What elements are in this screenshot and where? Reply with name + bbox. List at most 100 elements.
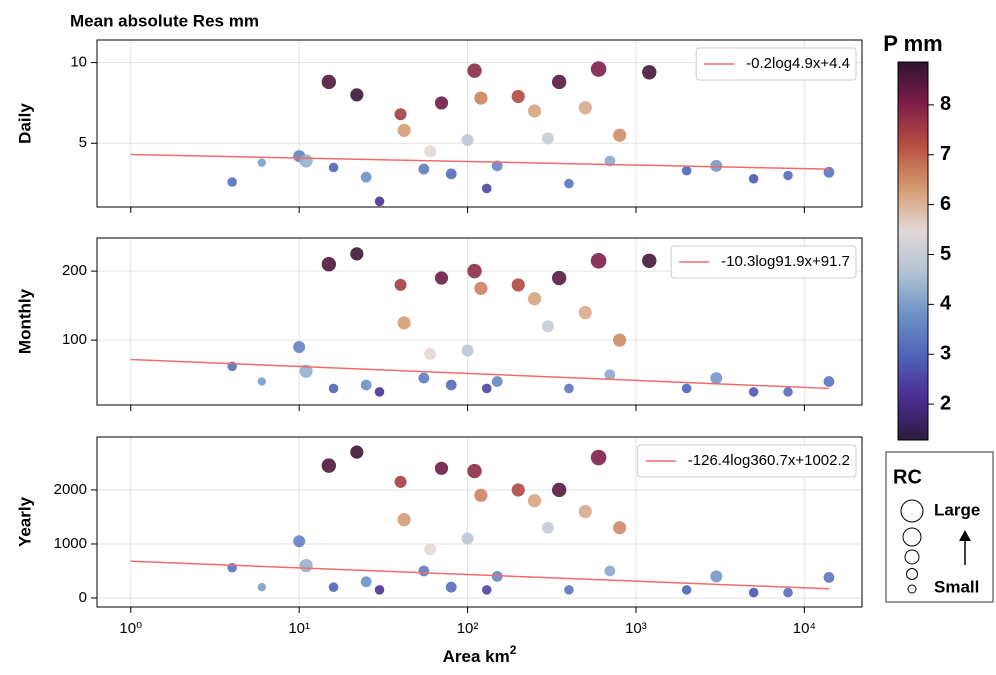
rc-legend-label: Small — [934, 577, 979, 596]
point — [527, 292, 542, 306]
point — [257, 582, 267, 592]
rc-arrow-head — [959, 530, 971, 541]
legend: -126.4log360.7x+1002.2 — [637, 444, 857, 478]
point — [823, 572, 835, 583]
point — [511, 278, 525, 292]
point — [481, 585, 492, 595]
point — [434, 271, 449, 285]
point — [590, 252, 607, 269]
rc-legend-title: RC — [893, 466, 922, 488]
point — [445, 168, 457, 180]
point — [350, 88, 364, 102]
point — [299, 154, 313, 168]
point — [551, 74, 567, 90]
x-tick-label: 10³ — [625, 620, 647, 637]
point — [551, 270, 567, 286]
y-tick-label: 2000 — [54, 481, 87, 498]
point — [642, 65, 657, 80]
point — [394, 278, 407, 291]
x-tick-label: 10¹ — [288, 620, 310, 637]
point — [511, 483, 525, 497]
point — [434, 96, 449, 110]
point — [748, 173, 759, 184]
plot-frame — [96, 237, 863, 406]
point — [424, 145, 437, 158]
point — [227, 177, 237, 187]
colorbar-tick-label: 5 — [940, 243, 951, 265]
point — [681, 165, 692, 176]
point — [511, 89, 525, 104]
point — [461, 344, 474, 357]
colorbar-tick-label: 2 — [940, 392, 951, 414]
point — [257, 377, 267, 386]
point — [418, 565, 430, 577]
rc-legend-label: Large — [934, 500, 980, 519]
point — [374, 387, 385, 397]
point — [578, 305, 592, 320]
point — [418, 372, 430, 384]
point — [474, 488, 488, 502]
point — [748, 587, 759, 598]
point — [321, 257, 337, 272]
x-axis-label: Area km2 — [443, 643, 517, 666]
colorbar-tick-label: 6 — [940, 193, 951, 215]
points — [227, 61, 835, 207]
point — [424, 543, 437, 556]
trend-line — [130, 560, 829, 590]
point — [461, 134, 474, 147]
point — [474, 281, 488, 295]
point — [394, 475, 407, 488]
legend-label: -0.2log4.9x+4.4 — [746, 55, 850, 72]
colorbar-tick-label: 4 — [940, 293, 952, 315]
legend-label: -126.4log360.7x+1002.2 — [688, 452, 850, 469]
point — [613, 333, 627, 347]
y-tick-label: 100 — [62, 331, 87, 348]
chart-title: Mean absolute Res mm — [70, 11, 259, 30]
point — [564, 178, 574, 189]
point — [590, 61, 607, 77]
rc-legend-box — [885, 451, 994, 603]
points — [227, 247, 835, 397]
point — [491, 376, 503, 387]
rc-legend-circle — [904, 549, 920, 565]
point — [394, 108, 407, 121]
trend-line — [130, 358, 829, 390]
point — [257, 158, 267, 167]
point — [604, 369, 616, 381]
x-axis-label-sup: 2 — [510, 643, 517, 657]
y-axis-label: Yearly — [15, 496, 34, 547]
point — [710, 570, 723, 583]
point — [564, 383, 574, 394]
point — [328, 383, 339, 394]
y-tick-label: 0 — [79, 589, 87, 606]
point — [551, 482, 567, 498]
point — [527, 104, 542, 118]
legend-label: -10.3log91.9x+91.7 — [721, 253, 850, 270]
point — [299, 364, 313, 378]
point — [374, 196, 385, 207]
point — [360, 576, 372, 588]
point — [397, 513, 411, 527]
point — [590, 449, 607, 466]
point — [481, 183, 492, 194]
colorbar-tick-label: 8 — [940, 93, 951, 115]
point — [321, 458, 337, 473]
point — [642, 253, 657, 268]
point — [578, 101, 592, 115]
colorbar — [897, 61, 929, 441]
point — [434, 461, 449, 475]
rc-legend-circle — [907, 584, 917, 594]
point — [299, 558, 313, 573]
point — [491, 160, 503, 172]
legend-box — [637, 444, 857, 478]
point — [467, 263, 482, 279]
rc-legend-circle — [900, 499, 924, 523]
y-tick-label: 5 — [79, 134, 87, 151]
legend-box — [695, 47, 857, 81]
point — [783, 170, 793, 181]
point — [461, 532, 474, 545]
trend-line — [130, 153, 829, 170]
point — [613, 521, 627, 535]
point — [541, 320, 554, 333]
